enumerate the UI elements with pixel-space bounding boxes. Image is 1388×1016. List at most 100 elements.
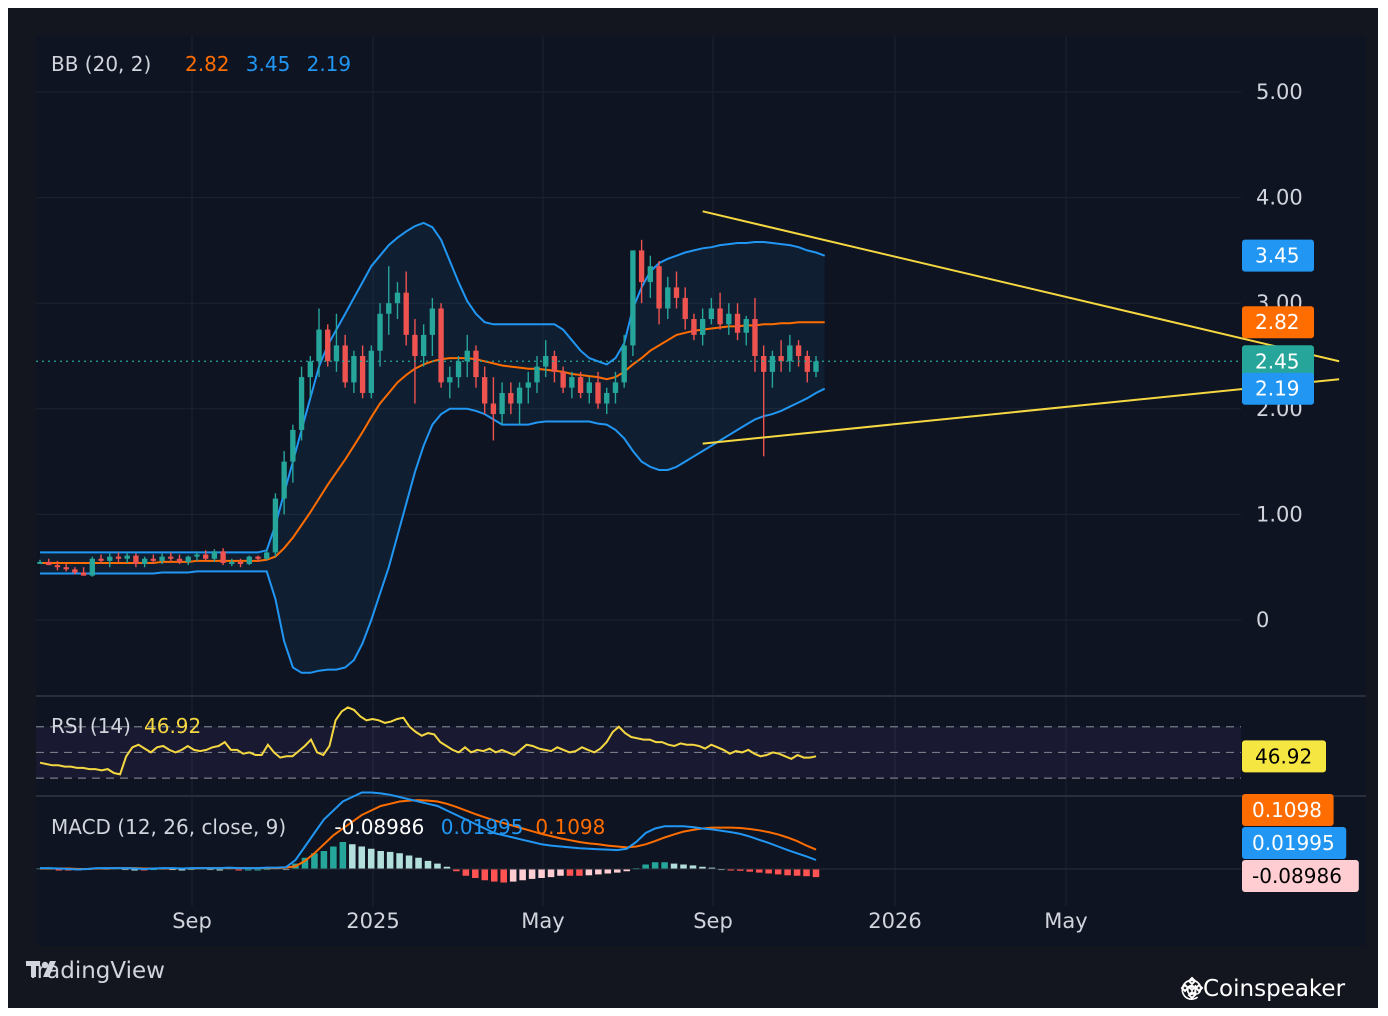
y-tick-label: 0 <box>1256 608 1269 632</box>
candle-body <box>525 382 531 388</box>
macd-histogram-bar <box>490 869 498 882</box>
macd-value-text: 0.1098 <box>1252 798 1322 822</box>
candle-body <box>46 561 52 566</box>
macd-histogram-bar <box>595 869 602 875</box>
macd-histogram-bar <box>547 869 555 878</box>
candle-body <box>813 361 819 372</box>
candle-body <box>377 313 383 351</box>
candle-body <box>133 555 139 565</box>
chart-frame: 5.00 4.00 3.00 2.00 1.00 0 3.45 2.82 2.45 2.19 BB … <box>8 8 1378 1008</box>
macd-histogram-bar <box>746 869 754 872</box>
candle-body <box>473 350 479 378</box>
candle-body <box>403 292 409 335</box>
macd-histogram-bar <box>330 846 337 869</box>
candle-body <box>560 371 566 388</box>
macd-histogram-bar <box>613 869 621 873</box>
macd-histogram-bar <box>812 869 820 878</box>
macd-value-badge <box>1242 860 1359 892</box>
macd-histogram-bar <box>585 869 593 876</box>
candle-body <box>429 308 436 335</box>
macd-histogram-bar <box>377 851 384 869</box>
candle-body <box>595 382 601 404</box>
tradingview-brand[interactable]: TradingView <box>26 958 165 984</box>
macd-histogram-bar <box>55 869 63 871</box>
y-tick-label: 5.00 <box>1256 80 1303 104</box>
macd-histogram-bar <box>670 863 678 869</box>
tradingview-logo-icon <box>26 961 56 977</box>
candle-body <box>37 561 43 564</box>
watermark: @Coinspeaker <box>1180 976 1345 1002</box>
x-tick-label: May <box>521 909 564 933</box>
bb-legend-item: 3.45 <box>246 52 291 76</box>
y-tick-label: 4.00 <box>1256 186 1303 210</box>
macd-histogram-bar <box>519 869 526 881</box>
macd-histogram-bar <box>434 863 441 869</box>
price-label-text: 2.82 <box>1255 310 1300 334</box>
candle-body <box>673 287 680 298</box>
macd-histogram-bar <box>509 869 517 882</box>
x-tick-label: 2026 <box>868 909 921 933</box>
bb-lower-line <box>40 387 826 674</box>
candle-body <box>795 345 802 356</box>
candle-body <box>89 558 95 576</box>
candle-body <box>386 303 392 314</box>
macd-histogram-bar <box>481 869 489 881</box>
candle-body <box>202 554 209 559</box>
macd-histogram-bar <box>367 848 375 869</box>
macd-legend-item: 0.01995 <box>441 815 524 839</box>
candle-body <box>534 366 540 383</box>
macd-histogram-bar <box>680 864 687 869</box>
macd-histogram-bar <box>131 869 138 871</box>
candle-body <box>80 572 87 576</box>
macd-histogram-bar <box>443 866 451 869</box>
candle-body <box>176 558 183 562</box>
x-tick-label: May <box>1044 909 1087 933</box>
candle-body <box>211 551 218 559</box>
candle-body <box>150 558 157 561</box>
candle-body <box>246 556 252 565</box>
candle-body <box>787 345 793 362</box>
macd-histogram-bar <box>737 869 744 871</box>
candle-body <box>194 554 200 557</box>
candle-body <box>604 392 610 404</box>
macd-histogram-bar <box>774 869 782 875</box>
candle-body <box>124 555 130 559</box>
candle-body <box>726 313 732 325</box>
candle-body <box>447 377 453 383</box>
candle-body <box>638 250 645 283</box>
macd-histogram-bar <box>727 869 735 871</box>
candle-body <box>115 556 122 559</box>
candle-body <box>185 556 191 562</box>
macd-legend-item: MACD (12, 26, close, 9) <box>51 815 286 839</box>
macd-legend-item: 0.1098 <box>535 815 605 839</box>
watermark-text: @Coinspeaker <box>1180 976 1346 1002</box>
macd-histogram-bar <box>453 869 460 872</box>
candle-body <box>54 565 61 568</box>
candle-body <box>630 250 636 346</box>
macd-histogram-bar <box>784 869 791 876</box>
macd-histogram-bar <box>557 869 564 876</box>
candle-body <box>325 329 331 362</box>
macd-histogram-bar <box>339 842 347 869</box>
candle-body <box>516 387 523 404</box>
macd-histogram-bar <box>311 853 318 869</box>
candle-body <box>98 558 104 561</box>
chart-canvas[interactable]: 5.004.003.002.001.0003.452.822.452.19BB … <box>36 36 1366 946</box>
candle-body <box>621 345 627 383</box>
macd-histogram-bar <box>661 862 668 869</box>
rsi-value-text: 46.92 <box>1255 744 1312 768</box>
chart-plot-area[interactable]: 5.00 4.00 3.00 2.00 1.00 0 3.45 2.82 2.45 2.19 BB … <box>36 36 1366 946</box>
bb-legend-item: 2.82 <box>185 52 230 76</box>
trendline <box>702 210 1340 363</box>
candle-body <box>699 319 706 335</box>
candle-body <box>778 356 784 362</box>
candle-body <box>508 392 514 404</box>
price-label-text: 3.45 <box>1255 244 1300 268</box>
candle-body <box>281 461 287 499</box>
candle-body <box>577 377 584 393</box>
x-tick-label: 2025 <box>346 909 399 933</box>
macd-histogram-bar <box>405 855 413 869</box>
price-label-text: 2.45 <box>1255 349 1300 373</box>
candle-body <box>569 377 575 388</box>
candle-body <box>159 556 165 561</box>
